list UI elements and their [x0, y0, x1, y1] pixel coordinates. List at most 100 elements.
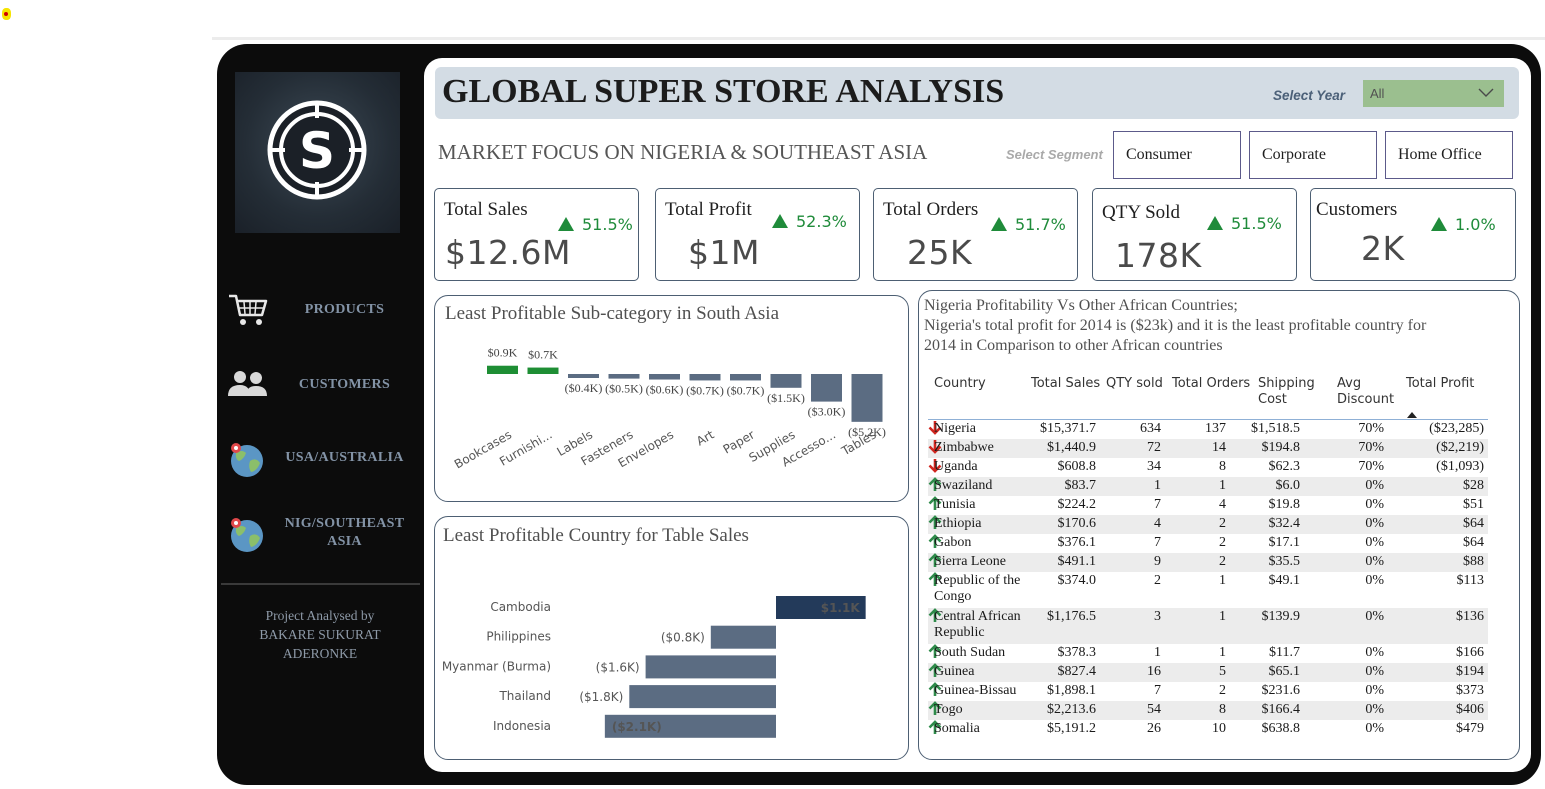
nav-customers-label: CUSTOMERS [298, 377, 391, 392]
kpi-label: Total Orders [883, 199, 979, 220]
table-row[interactable]: Central African Republic $1,176.5 3 1 $139.9… [928, 608, 1488, 644]
table-row[interactable]: Ethiopia $170.6 4 2 $32.4 0% $64 [928, 515, 1488, 534]
cell-ship: $231.6 [1261, 683, 1301, 698]
users-icon [228, 371, 267, 396]
year-select[interactable]: All [1363, 80, 1504, 107]
header-text: Cost [1258, 392, 1287, 407]
table-header: Country Total Sales QTY sold Total Order… [928, 374, 1488, 420]
cell-country: Guinea-Bissau [934, 683, 1017, 698]
nav-nig-southeast-asia[interactable]: NIG/SOUTHEAST ASIA [222, 508, 417, 558]
bar[interactable] [689, 374, 721, 381]
cell-disc: 0% [1365, 554, 1384, 569]
nigeria-profit-table: Country Total Sales QTY sold Total Order… [928, 374, 1488, 739]
cell-qty: 26 [1147, 721, 1161, 736]
sidebar-divider [221, 583, 420, 585]
cell-country: South Sudan [934, 645, 1006, 660]
bar[interactable] [811, 374, 842, 402]
kpi-delta: 51.7% [991, 215, 1066, 234]
shopping-cart-icon [229, 294, 268, 325]
cell-orders: 10 [1212, 721, 1226, 736]
cell-sales: $608.8 [1057, 459, 1097, 474]
cell-country: Swaziland [934, 478, 993, 493]
bar[interactable] [604, 714, 776, 738]
segment-corporate-button[interactable]: Corporate [1249, 131, 1377, 179]
arrow-up-icon [928, 534, 942, 548]
bar[interactable] [710, 625, 776, 649]
nav-products[interactable]: PRODUCTS [222, 285, 417, 335]
table-row[interactable]: Guinea-Bissau $1,898.1 7 2 $231.6 0% $373 [928, 682, 1488, 701]
bar[interactable] [770, 374, 802, 388]
cell-qty: 1 [1154, 645, 1161, 660]
col-discount-header[interactable]: Avg Discount [1337, 376, 1394, 408]
nav-customers[interactable]: CUSTOMERS [222, 360, 417, 410]
bar[interactable] [776, 596, 866, 619]
cell-orders: 1 [1219, 478, 1226, 493]
bar[interactable] [645, 655, 776, 679]
chevron-down-icon [1478, 88, 1494, 97]
bar[interactable] [608, 374, 640, 379]
nav-usa-australia[interactable]: USA/AUSTRALIA [222, 433, 417, 483]
segment-home-office-button[interactable]: Home Office [1385, 131, 1513, 179]
up-triangle-icon [991, 217, 1007, 231]
data-label: ($1.8K) [579, 690, 623, 704]
col-country-header[interactable]: Country [934, 376, 986, 391]
cell-country: Tunisia [934, 497, 976, 512]
table-row[interactable]: Uganda $608.8 34 8 $62.3 70% ($1,093) [928, 458, 1488, 477]
cell-qty: 9 [1154, 554, 1161, 569]
cell-qty: 3 [1154, 609, 1161, 624]
up-triangle-icon [772, 214, 788, 228]
table-row[interactable]: Nigeria $15,371.7 634 137 $1,518.5 70% ($23,28… [928, 420, 1488, 439]
cell-disc: 0% [1365, 478, 1384, 493]
bar[interactable] [851, 374, 883, 422]
table-row[interactable]: Sierra Leone $491.1 9 2 $35.5 0% $88 [928, 553, 1488, 572]
table-row[interactable]: Gabon $376.1 7 2 $17.1 0% $64 [928, 534, 1488, 553]
sort-descending-icon [1407, 412, 1417, 418]
cell-ship: $166.4 [1261, 702, 1301, 717]
table-row[interactable]: Republic of the Congo $374.0 2 1 $49.1 0% $113 [928, 572, 1488, 608]
cell-profit: $479 [1456, 721, 1484, 736]
col-profit-header[interactable]: Total Profit [1406, 376, 1475, 391]
header-text: Discount [1337, 392, 1395, 407]
store-logo-icon: S [267, 100, 367, 200]
bar[interactable] [568, 374, 599, 378]
data-label: ($1.5K) [767, 391, 805, 405]
table-row[interactable]: Tunisia $224.2 7 4 $19.8 0% $51 [928, 496, 1488, 515]
table-row[interactable]: Swaziland $83.7 1 1 $6.0 0% $28 [928, 477, 1488, 496]
table-row[interactable]: South Sudan $378.3 1 1 $11.7 0% $166 [928, 644, 1488, 663]
country-bar-chart: Cambodia $1.1K Philippines ($0.8K) Myanmar (… [442, 596, 866, 738]
table-row[interactable]: Togo $2,213.6 54 8 $166.4 0% $406 [928, 701, 1488, 720]
table-row[interactable]: Zimbabwe $1,440.9 72 14 $194.8 70% ($2,219) [928, 439, 1488, 458]
table-body: Nigeria $15,371.7 634 137 $1,518.5 70% ($23,28… [928, 420, 1488, 739]
cell-disc: 0% [1365, 573, 1384, 588]
cell-sales: $224.2 [1057, 497, 1097, 512]
col-shipping-header[interactable]: Shipping Cost [1258, 376, 1315, 408]
kpi-value: $1M [688, 233, 760, 272]
data-label: ($0.5K) [605, 382, 643, 396]
cell-orders: 8 [1219, 459, 1226, 474]
kpi-delta-value: 1.0% [1455, 215, 1496, 234]
cell-country: Republic of the Congo [934, 573, 1021, 604]
data-label: $1.1K [821, 601, 861, 615]
cell-orders: 8 [1219, 702, 1226, 717]
cell-disc: 0% [1365, 497, 1384, 512]
header-text: Shipping [1258, 376, 1315, 391]
col-orders-header[interactable]: Total Orders [1172, 376, 1251, 391]
cell-profit: ($1,093) [1436, 459, 1484, 474]
table-row[interactable]: Guinea $827.4 16 5 $65.1 0% $194 [928, 663, 1488, 682]
data-label: $0.9K [488, 346, 518, 360]
col-sales-header[interactable]: Total Sales [1031, 376, 1101, 391]
col-qty-header[interactable]: QTY sold [1106, 376, 1163, 391]
segment-consumer-button[interactable]: Consumer [1113, 131, 1241, 179]
bar[interactable] [629, 685, 776, 709]
table-row[interactable]: Somalia $5,191.2 26 10 $638.8 0% $479 [928, 720, 1488, 739]
credit-line: ADERONKE [282, 646, 358, 661]
bar[interactable] [487, 365, 518, 374]
bar[interactable] [649, 374, 680, 380]
cell-sales: $374.0 [1057, 573, 1097, 588]
cell-disc: 70% [1358, 440, 1384, 455]
cell-country: Central African Republic [934, 609, 1021, 640]
segment-filter-label: Select Segment [1006, 147, 1103, 162]
bar[interactable] [730, 374, 761, 381]
cell-ship: $65.1 [1268, 664, 1301, 679]
bar[interactable] [527, 367, 559, 374]
